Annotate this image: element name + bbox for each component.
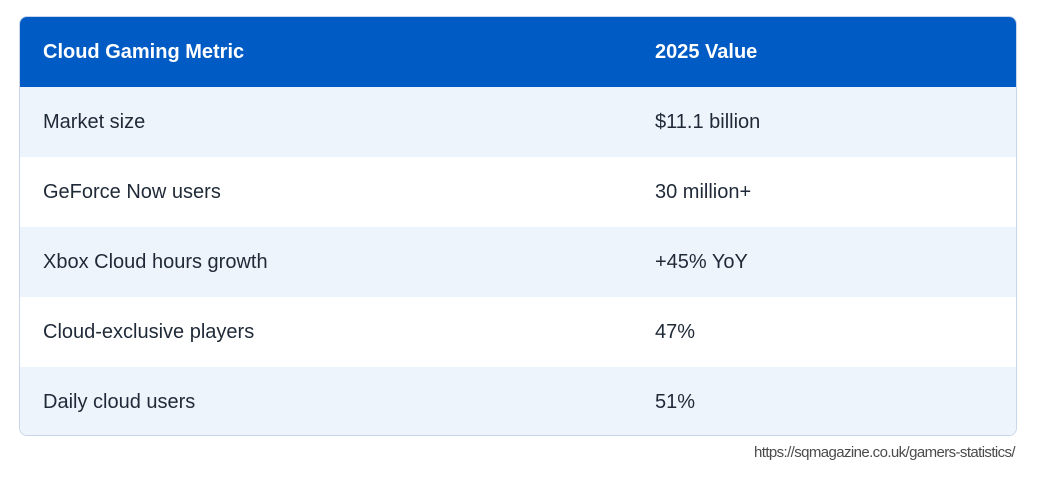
- row-value: 47%: [655, 320, 696, 343]
- row-value: 30 million+: [655, 180, 752, 203]
- row-metric: Daily cloud users: [43, 390, 196, 413]
- table-row: Market size $11.1 billion: [20, 87, 1016, 157]
- header-value: 2025 Value: [655, 40, 758, 63]
- row-value: +45% YoY: [655, 250, 748, 273]
- row-metric: Cloud-exclusive players: [43, 320, 255, 343]
- row-value: $11.1 billion: [655, 110, 761, 133]
- row-metric: Market size: [43, 110, 146, 133]
- table-row: GeForce Now users 30 million+: [20, 157, 1016, 227]
- table-row: Daily cloud users 51%: [20, 367, 1016, 435]
- row-metric: GeForce Now users: [43, 180, 221, 203]
- table-header-row: Cloud Gaming Metric 2025 Value: [20, 17, 1016, 87]
- header-metric: Cloud Gaming Metric: [43, 40, 245, 63]
- stats-table: Cloud Gaming Metric 2025 Value Market si…: [19, 16, 1017, 436]
- row-metric: Xbox Cloud hours growth: [43, 250, 268, 273]
- table-row: Cloud-exclusive players 47%: [20, 297, 1016, 367]
- table-row: Xbox Cloud hours growth +45% YoY: [20, 227, 1016, 297]
- row-value: 51%: [655, 390, 696, 413]
- source-url: https://sqmagazine.co.uk/gamers-statisti…: [754, 444, 1016, 461]
